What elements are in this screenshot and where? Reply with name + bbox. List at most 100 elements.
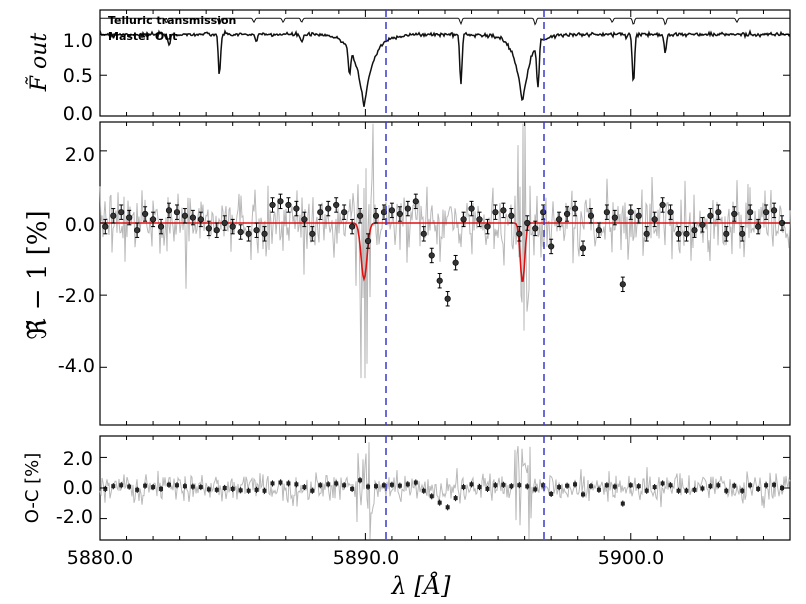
residual-point: [628, 483, 633, 488]
residual-point: [684, 488, 689, 493]
residual-point: [238, 488, 243, 493]
residual-point: [326, 482, 331, 487]
residual-point: [445, 505, 450, 510]
residual-point: [397, 483, 402, 488]
residual-point: [103, 486, 108, 491]
top-ytick-2: 0.5: [63, 65, 93, 87]
residual-point: [724, 488, 729, 493]
residual-point: [756, 486, 761, 491]
residual-point: [469, 482, 474, 487]
residual-point: [294, 482, 299, 487]
residual-point: [111, 484, 116, 489]
binned-point: [142, 210, 149, 218]
residual-point: [620, 501, 625, 506]
residual-point: [588, 484, 593, 489]
residual-point: [477, 485, 482, 490]
residual-point: [381, 483, 386, 488]
residual-point: [485, 486, 490, 491]
binned-point: [118, 209, 125, 216]
binned-point: [516, 230, 523, 237]
binned-point: [444, 295, 451, 302]
binned-point: [293, 205, 300, 212]
residual-point: [182, 484, 187, 489]
residual-point: [350, 486, 355, 491]
binned-point: [245, 230, 252, 237]
binned-point: [731, 210, 738, 218]
binned-point: [149, 216, 157, 223]
residual-point: [565, 483, 570, 488]
binned-point: [571, 205, 579, 212]
residual-point: [772, 482, 777, 487]
residual-point: [119, 483, 124, 488]
residual-point: [167, 482, 171, 487]
residual-point: [310, 488, 315, 493]
binned-point: [436, 277, 443, 284]
residual-point: [421, 488, 426, 493]
residual-point: [517, 483, 522, 488]
residual-point: [660, 481, 665, 486]
binned-point: [484, 223, 491, 230]
binned-point: [715, 209, 722, 216]
residual-point: [318, 483, 323, 488]
mid-ytick-4: -4.0: [58, 355, 95, 377]
binned-point: [603, 209, 610, 216]
binned-point: [237, 228, 244, 236]
binned-point: [755, 223, 762, 230]
binned-point: [388, 207, 396, 214]
residual-point: [174, 483, 179, 488]
residual-point: [389, 482, 394, 487]
xtick-5900: 5900.0: [598, 547, 664, 569]
residual-point: [127, 484, 132, 489]
residual-point: [501, 482, 506, 487]
mid-ytick-3: -2.0: [58, 285, 95, 307]
bottom-raw-residuals: [99, 442, 791, 540]
top-panel-curves: [99, 17, 791, 107]
residual-point: [573, 482, 578, 487]
mid-ytick-1: 2.0: [65, 144, 95, 166]
binned-point: [548, 243, 555, 250]
residual-point: [230, 486, 235, 491]
binned-point: [269, 201, 276, 209]
binned-point: [134, 227, 141, 234]
legend-telluric: Telluric transmission: [108, 14, 236, 27]
residual-point: [533, 487, 538, 492]
binned-point: [651, 216, 658, 223]
mid-ytick-2: 0.0: [65, 214, 95, 236]
residual-point: [604, 483, 609, 488]
residual-point: [358, 478, 363, 483]
residual-point: [374, 484, 378, 489]
telluric-transmission-line: [100, 17, 790, 26]
residual-point: [334, 481, 339, 486]
binned-point: [563, 210, 571, 218]
binned-point: [675, 230, 682, 237]
residual-point: [214, 487, 219, 492]
binned-point: [540, 209, 547, 216]
binned-point: [341, 209, 348, 216]
binned-point: [587, 212, 595, 219]
residual-point: [764, 483, 769, 488]
tick-marks: [99, 10, 791, 540]
binned-point: [595, 227, 603, 234]
residual-point: [596, 487, 601, 492]
residual-point: [151, 485, 156, 490]
binned-point: [157, 223, 165, 230]
binned-point: [747, 209, 754, 216]
binned-point: [739, 230, 746, 237]
binned-point: [723, 230, 730, 237]
residual-point: [557, 485, 562, 490]
residual-point: [493, 483, 498, 488]
residual-point: [222, 486, 227, 490]
residual-point: [254, 487, 259, 492]
residual-point: [541, 483, 546, 488]
xtick-5880: 5880.0: [67, 547, 133, 569]
bottom-binned-residuals: [103, 477, 785, 511]
top-ytick-3: 0.0: [63, 103, 93, 125]
middle-panel: 2.0 0.0 -2.0 -4.0 ℜ̃ − 1 [%]: [23, 121, 791, 426]
top-ytick-1: 1.0: [63, 30, 93, 52]
binned-point: [404, 205, 411, 212]
binned-point: [126, 214, 133, 221]
binned-point: [500, 207, 507, 214]
xlabel: λ [Å]: [391, 571, 452, 600]
residual-point: [366, 484, 371, 489]
